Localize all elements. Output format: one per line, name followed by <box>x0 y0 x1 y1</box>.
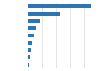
Bar <box>28 26 36 30</box>
Bar <box>28 41 32 45</box>
Bar <box>28 19 40 23</box>
Bar <box>28 34 34 37</box>
Bar <box>28 4 92 8</box>
Bar <box>28 48 31 52</box>
Bar <box>28 12 60 16</box>
Bar <box>28 63 29 67</box>
Bar <box>28 55 30 59</box>
